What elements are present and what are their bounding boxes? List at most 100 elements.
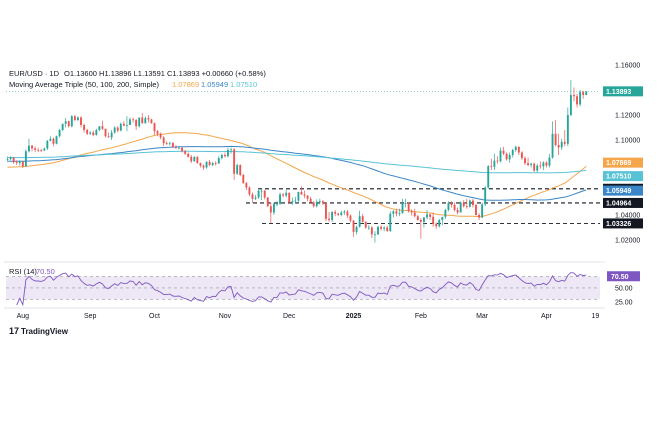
candle-body (496, 160, 499, 162)
candle-body (374, 234, 376, 236)
candle (174, 145, 177, 149)
candle (517, 146, 520, 155)
price-tag-bg (603, 171, 643, 182)
candle (202, 164, 205, 170)
candle-body (349, 215, 352, 221)
candle-body (450, 203, 453, 205)
candle (413, 208, 416, 218)
candle-body (135, 120, 138, 127)
candle (34, 146, 37, 153)
candle (566, 107, 569, 147)
x-tick-label: Nov (219, 313, 232, 320)
candle (573, 87, 575, 102)
candle-body (263, 190, 266, 198)
candle-body (386, 227, 389, 231)
candle-body (481, 204, 484, 218)
symbol-label[interactable]: EUR/USD · 1D (9, 69, 60, 78)
candle-body (55, 136, 58, 144)
candle-body (303, 194, 306, 196)
candle (147, 115, 150, 123)
candle (582, 90, 585, 99)
candle-body (46, 140, 49, 149)
candle-body (58, 130, 61, 137)
y-tick-label: 1.12000 (615, 113, 640, 120)
candle-body (563, 141, 566, 144)
tv-logo-text: TradingView (21, 327, 69, 336)
candle (422, 216, 425, 228)
candle (245, 181, 248, 190)
candle-body (334, 211, 337, 214)
candle-body (288, 192, 291, 203)
candle (542, 161, 545, 170)
candle-body (132, 119, 135, 121)
candle-body (21, 161, 24, 167)
candle (220, 153, 223, 160)
candle (560, 138, 563, 150)
candle-body (193, 156, 196, 162)
candle-body (325, 203, 327, 219)
candle (318, 198, 321, 205)
candle (536, 163, 539, 173)
candle-body (367, 227, 370, 229)
candle-body (407, 203, 410, 212)
candle-body (490, 166, 493, 168)
candle (132, 117, 135, 123)
candle (401, 198, 404, 214)
candle-body (321, 201, 324, 204)
candle-body (89, 132, 92, 134)
candle-body (217, 158, 220, 164)
candle-body (505, 153, 508, 160)
candle (279, 192, 281, 205)
candle-body (453, 205, 456, 210)
candle (374, 231, 376, 243)
price-tag-label: 1.07869 (606, 160, 631, 167)
candle-body (251, 194, 254, 199)
ma50-value: 1.07869 (172, 80, 199, 89)
candle-body (475, 205, 477, 215)
time-axis[interactable]: Aug Sep Oct Nov Dec 2025 Feb Mar Apr 19 (17, 313, 600, 320)
candle-body (502, 150, 505, 154)
candle-body (444, 210, 447, 217)
candle-body (104, 128, 107, 137)
candle-body (165, 143, 168, 144)
candle (346, 210, 349, 219)
candle-body (174, 147, 177, 149)
candle (272, 203, 275, 215)
candle (383, 226, 386, 232)
candle (579, 90, 582, 107)
candle-body (441, 216, 444, 220)
candle-body (410, 211, 413, 213)
candle-body (171, 142, 174, 148)
candle-body (285, 192, 288, 196)
candle (263, 190, 266, 200)
candle (352, 220, 355, 237)
candle-body (456, 210, 459, 213)
candle-body (352, 220, 355, 232)
candle (551, 121, 554, 159)
candle-body (398, 213, 401, 214)
candlesticks (6, 80, 588, 243)
candle (511, 148, 514, 158)
candle-body (6, 159, 9, 160)
candle-body (254, 197, 257, 199)
candle-body (208, 161, 211, 165)
candle (24, 149, 27, 167)
candle (499, 147, 502, 163)
candle (171, 142, 174, 148)
candle-body (269, 206, 272, 213)
candle (303, 190, 306, 199)
candle-body (141, 117, 144, 124)
candle-body (70, 116, 73, 127)
price-tag: 1.05949 (603, 185, 643, 196)
candle-body (569, 95, 572, 115)
candle (119, 122, 122, 132)
candle-body (471, 200, 474, 205)
candle-body (144, 118, 147, 124)
candle (520, 151, 523, 160)
rsi-title[interactable]: RSI (14) (9, 267, 37, 276)
candle (539, 161, 542, 169)
candle (392, 210, 395, 218)
candle-body (101, 126, 104, 129)
ma-indicator-title[interactable]: Moving Average Triple (50, 100, 200, Sim… (9, 80, 159, 89)
candle-body (181, 147, 184, 152)
